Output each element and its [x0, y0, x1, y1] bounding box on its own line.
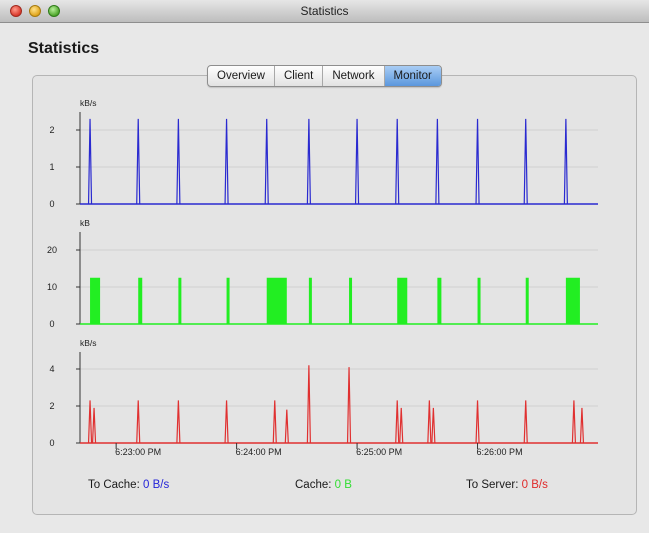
upper-spike: [475, 118, 480, 205]
lower-spike: [475, 400, 480, 444]
middle-block: [525, 277, 529, 324]
lower-spike: [91, 407, 97, 444]
lower-spike: [571, 400, 577, 444]
lower-spike: [346, 367, 352, 444]
window-title: Statistics: [300, 4, 349, 18]
tab-client[interactable]: Client: [275, 66, 324, 86]
middle-block: [266, 277, 287, 324]
middle-block: [226, 277, 230, 324]
upper-spike: [354, 118, 360, 205]
lower-unit-label: kB/s: [80, 338, 97, 348]
middle-tick-label: 20: [47, 245, 57, 255]
middle-block: [477, 277, 481, 324]
lower-spike: [431, 407, 436, 444]
to-cache-value: 0 B/s: [142, 479, 170, 491]
time-axis-label: 6:26:00 PM: [477, 447, 523, 457]
upper-tick-label: 2: [49, 125, 54, 135]
lower-tick-label: 0: [49, 438, 54, 448]
upper-tick-label: 0: [49, 199, 54, 209]
to-server-value: 0 B/s: [521, 479, 548, 491]
to-cache-label: To Cache:: [88, 479, 140, 491]
middle-block: [90, 277, 101, 324]
cache-label: Cache:: [295, 479, 332, 491]
lower-spike: [395, 400, 400, 444]
lower-spike: [136, 400, 141, 444]
lower-spike: [579, 407, 585, 444]
middle-block: [565, 277, 580, 324]
window-titlebar: Statistics: [0, 0, 649, 23]
lower-tick-label: 4: [49, 364, 54, 374]
tab-overview[interactable]: Overview: [208, 66, 275, 86]
to-server-stat: To Server: 0 B/s: [466, 479, 548, 491]
upper-spike: [435, 118, 440, 205]
middle-block: [178, 277, 182, 324]
cache-value: 0 B: [334, 479, 352, 491]
tab-monitor[interactable]: Monitor: [384, 66, 441, 86]
to-server-label: To Server:: [466, 479, 519, 491]
lower-spike: [224, 400, 229, 444]
lower-spike: [399, 407, 404, 444]
lower-spike: [176, 400, 181, 444]
upper-spike: [523, 118, 528, 205]
close-window-button[interactable]: [10, 5, 22, 17]
middle-tick-label: 0: [49, 319, 54, 329]
lower-tick-label: 2: [49, 401, 54, 411]
upper-spike: [563, 118, 568, 205]
upper-spike: [264, 118, 269, 205]
time-axis-label: 6:25:00 PM: [356, 447, 402, 457]
middle-block: [437, 277, 442, 324]
page-title: Statistics: [28, 40, 100, 57]
lower-spike: [306, 365, 311, 444]
middle-block: [349, 277, 353, 324]
lower-spike: [523, 400, 528, 444]
lower-spike: [284, 409, 289, 444]
upper-spike: [306, 118, 311, 205]
upper-spike: [176, 118, 181, 205]
middle-tick-label: 10: [47, 282, 57, 292]
upper-spike: [395, 118, 400, 205]
middle-unit-label: kB: [80, 218, 90, 228]
upper-spike: [87, 118, 93, 205]
zoom-window-button[interactable]: [48, 5, 60, 17]
upper-tick-label: 1: [49, 162, 54, 172]
cache-stat: Cache: 0 B: [295, 479, 352, 491]
middle-block: [138, 277, 143, 324]
lower-spike: [87, 400, 93, 444]
upper-unit-label: kB/s: [80, 98, 97, 108]
time-axis-label: 6:24:00 PM: [236, 447, 282, 457]
middle-block: [397, 277, 408, 324]
minimize-window-button[interactable]: [29, 5, 41, 17]
upper-spike: [136, 118, 141, 205]
lower-spike: [427, 400, 432, 444]
lower-spike: [272, 400, 277, 444]
middle-block: [308, 277, 312, 324]
tab-network[interactable]: Network: [323, 66, 385, 86]
to-cache-stat: To Cache: 0 B/s: [88, 479, 169, 491]
time-axis-label: 6:23:00 PM: [115, 447, 161, 457]
upper-spike: [224, 118, 229, 205]
tab-bar: Overview Client Network Monitor: [207, 65, 442, 87]
